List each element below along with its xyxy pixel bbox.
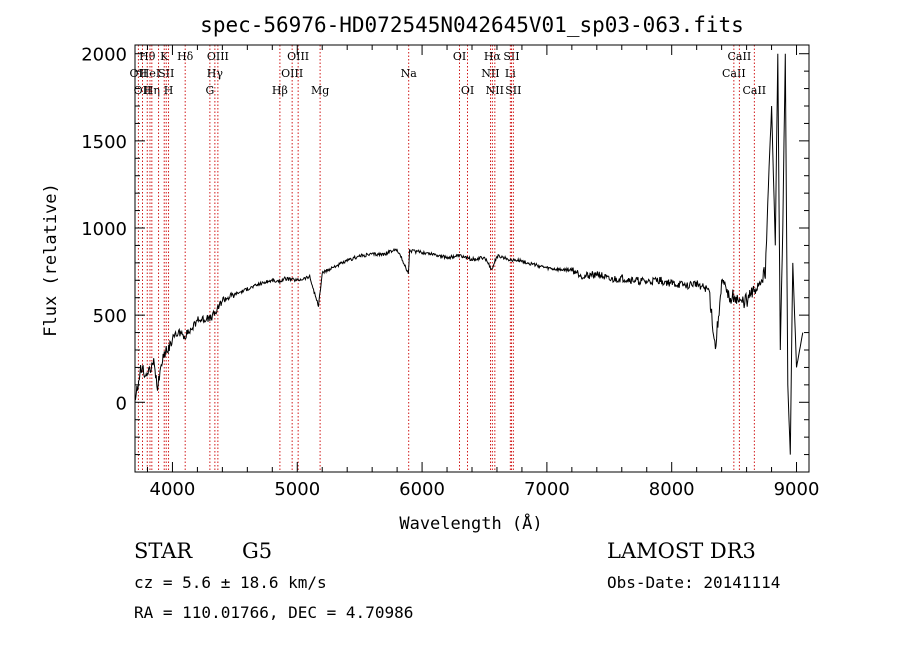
spectrum-series [135, 53, 804, 455]
line-marker-label: OIII [287, 50, 309, 63]
line-marker-label: CaII [728, 50, 752, 63]
line-marker-label: Na [401, 67, 418, 80]
y-tick-label: 500 [93, 306, 127, 327]
line-marker-label: SII [158, 67, 174, 80]
redshift-info: cz = 5.6 ± 18.6 km/s [134, 573, 327, 592]
line-marker-label: Hδ [177, 50, 194, 63]
x-tick-label: 6000 [399, 479, 445, 500]
line-marker-label: Hα [484, 50, 502, 63]
line-marker-label: OIII [281, 67, 303, 80]
line-marker-label: Hθ [139, 50, 156, 63]
y-tick-label: 1000 [81, 219, 127, 240]
y-axis-label: Flux (relative) [41, 183, 61, 337]
obs-date: Obs-Date: 20141114 [607, 573, 781, 592]
object-class: STAR [134, 539, 193, 563]
line-markers: OIIOIIHθHeIHηKSIIHHδGHγOIIIHβOIIIOIIIMgN… [130, 45, 766, 472]
object-subclass: G5 [242, 539, 273, 563]
line-marker-label: Hη [144, 84, 160, 97]
line-marker-label: NII [486, 84, 504, 97]
plot-frame [134, 44, 810, 473]
line-marker-label: HeI [140, 67, 160, 80]
y-tick-label: 0 [116, 393, 127, 414]
line-marker-label: K [160, 50, 169, 63]
line-marker-label: OI [453, 50, 466, 63]
y-tick-label: 1500 [81, 132, 127, 153]
x-tick-label: 7000 [524, 479, 570, 500]
line-marker-label: Mg [311, 84, 329, 97]
line-marker-label: OIII [207, 50, 229, 63]
x-tick-label: 9000 [774, 479, 820, 500]
spectrum-line [135, 53, 804, 455]
coordinates: RA = 110.01766, DEC = 4.70986 [134, 603, 414, 622]
line-marker-label: H [164, 84, 174, 97]
x-tick-label: 5000 [274, 479, 320, 500]
x-tick-label: 8000 [649, 479, 695, 500]
line-marker-label: SII [503, 50, 519, 63]
line-marker-label: CaII [722, 67, 746, 80]
line-marker-label: OI [461, 84, 474, 97]
survey-name: LAMOST DR3 [607, 539, 756, 563]
axes: 4000 5000 6000 7000 8000 9000 0 500 1000 1500 2000 [81, 45, 819, 500]
chart-title: spec-56976-HD072545N042645V01_sp03-063.f… [200, 13, 744, 37]
line-marker-label: G [205, 84, 214, 97]
line-marker-label: CaII [742, 84, 766, 97]
line-marker-label: NII [481, 67, 499, 80]
line-marker-label: Li [505, 67, 516, 80]
y-tick-label: 2000 [81, 45, 127, 66]
line-marker-label: SII [505, 84, 521, 97]
x-axis-label: Wavelength (Å) [399, 512, 542, 534]
line-marker-label: Hγ [207, 67, 224, 80]
x-tick-label: 4000 [150, 479, 196, 500]
line-marker-label: Hβ [272, 84, 288, 97]
